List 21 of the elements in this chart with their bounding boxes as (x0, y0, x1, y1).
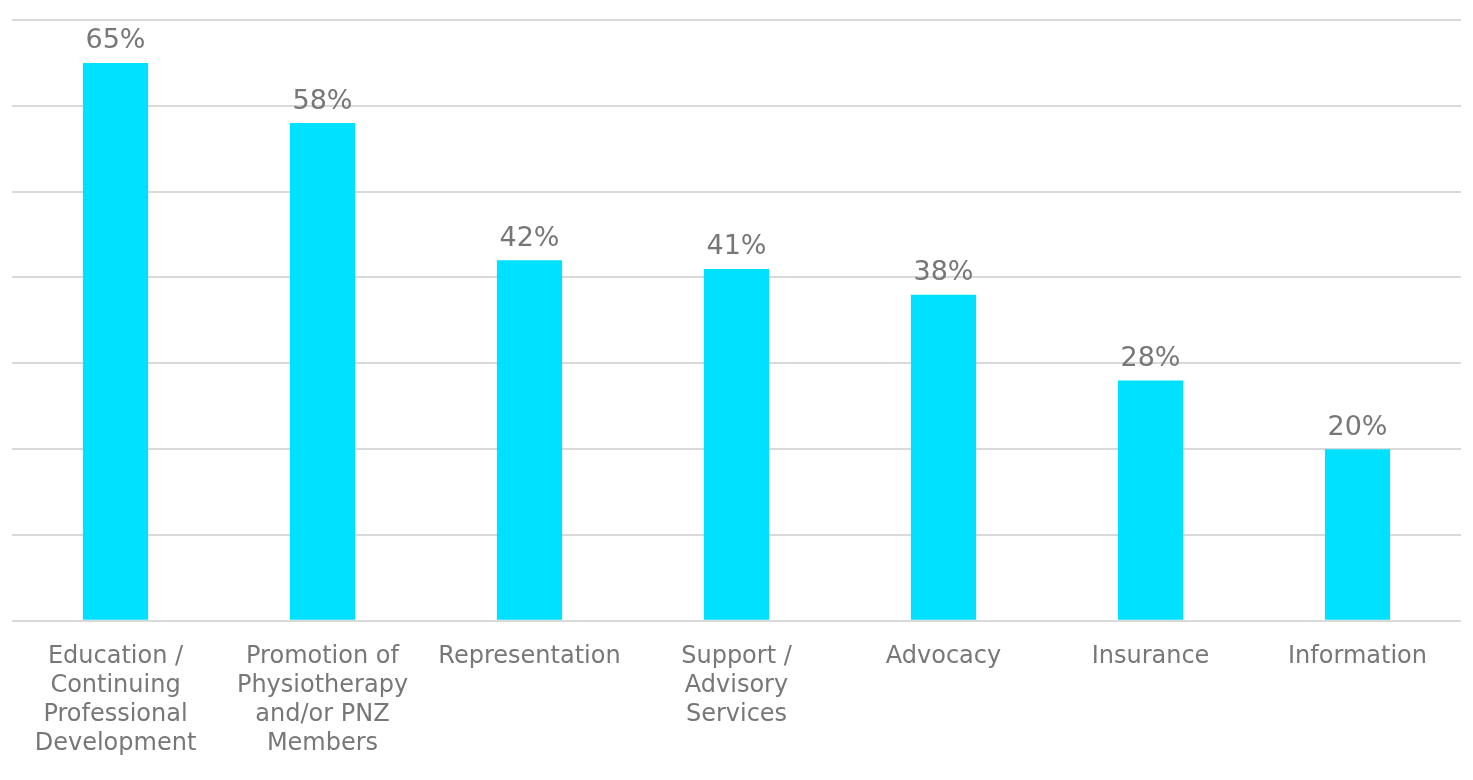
x-tick-label: Information (1288, 641, 1427, 670)
data-label: 41% (706, 229, 767, 261)
bar (82, 62, 149, 620)
data-label: 28% (1120, 341, 1181, 372)
bar (1324, 449, 1391, 620)
x-tick-label: Education / Continuing Professional Development (34, 641, 197, 756)
x-tick-label: Support / Advisory Services (681, 641, 793, 728)
x-tick-label: Promotion of Physiotherapy and/or PNZ Members (236, 641, 409, 756)
bar (1117, 380, 1184, 620)
data-label: 38% (913, 255, 974, 287)
bar (496, 260, 563, 620)
x-tick-label: Insurance (1091, 641, 1210, 670)
bar (289, 122, 356, 620)
x-tick-label: Advocacy (885, 641, 1002, 670)
data-label: 42% (499, 220, 560, 252)
x-tick-label: Representation (438, 641, 621, 670)
bar (703, 268, 770, 620)
data-label: 65% (85, 23, 146, 55)
data-label: 20% (1327, 409, 1388, 441)
data-label: 58% (292, 83, 353, 115)
bar (910, 294, 977, 620)
